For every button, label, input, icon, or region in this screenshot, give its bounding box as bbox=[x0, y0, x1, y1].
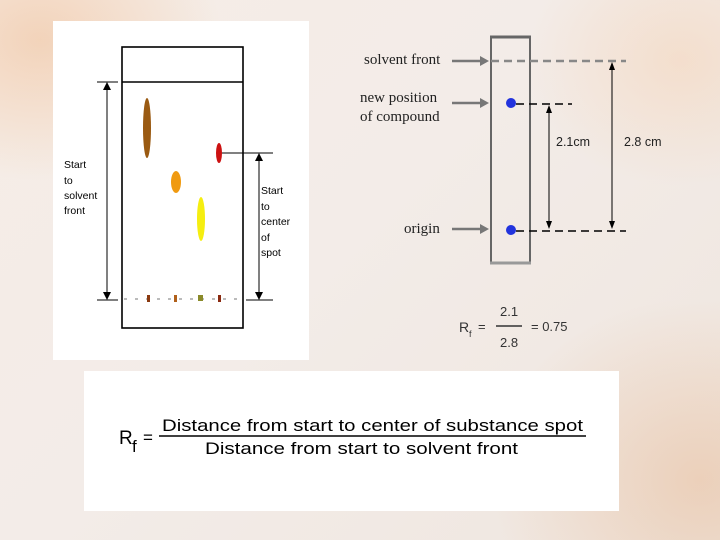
formula-denominator: Distance from start to solvent front bbox=[205, 440, 519, 458]
rf-calc-result: = 0.75 bbox=[531, 319, 568, 334]
label-start-to-center-of-spot: Start to center of spot bbox=[261, 185, 293, 259]
rf-calc-subscript: f bbox=[469, 329, 472, 339]
formula-rf-symbol: R bbox=[119, 428, 133, 449]
rf-formula-panel bbox=[84, 371, 619, 511]
rf-calc-equals: = bbox=[478, 319, 486, 334]
orange-spot bbox=[171, 171, 181, 193]
red-spot bbox=[216, 143, 222, 163]
rf-calc-symbol: R bbox=[459, 319, 469, 335]
origin-label: origin bbox=[404, 221, 440, 237]
tlc-plate-panel bbox=[53, 21, 309, 360]
compound-spot bbox=[506, 98, 516, 108]
label-start-to-solvent-front: Start to solvent front bbox=[64, 159, 100, 217]
origin-dot-3 bbox=[198, 295, 203, 301]
new-position-label: new position of compound bbox=[360, 90, 441, 125]
origin-dot-2 bbox=[174, 295, 177, 302]
right-tlc-diagram: solvent front new position of compound o… bbox=[360, 35, 662, 350]
rf-calc-denominator: 2.8 bbox=[500, 335, 518, 350]
plate-outline bbox=[121, 46, 244, 329]
dark-brown-spot bbox=[143, 98, 151, 158]
formula-rf-subscript: f bbox=[132, 437, 137, 456]
rf-calculation: R f = 2.1 2.8 = 0.75 bbox=[459, 304, 568, 350]
formula-numerator: Distance from start to center of substan… bbox=[162, 417, 583, 435]
rf-formula: R f = Distance from start to center of s… bbox=[119, 417, 586, 458]
origin-dot-4 bbox=[218, 295, 221, 302]
origin-spot bbox=[506, 225, 516, 235]
yellow-spot bbox=[197, 197, 205, 241]
rf-calc-numerator: 2.1 bbox=[500, 304, 518, 319]
left-tlc-plate: Start to solvent front Start to center o… bbox=[64, 46, 293, 329]
distance-solvent-label: 2.8 cm bbox=[624, 135, 662, 149]
distance-compound-label: 2.1cm bbox=[556, 135, 590, 149]
formula-equals: = bbox=[143, 428, 153, 447]
solvent-front-label: solvent front bbox=[364, 52, 441, 68]
origin-dot-1 bbox=[147, 295, 150, 302]
